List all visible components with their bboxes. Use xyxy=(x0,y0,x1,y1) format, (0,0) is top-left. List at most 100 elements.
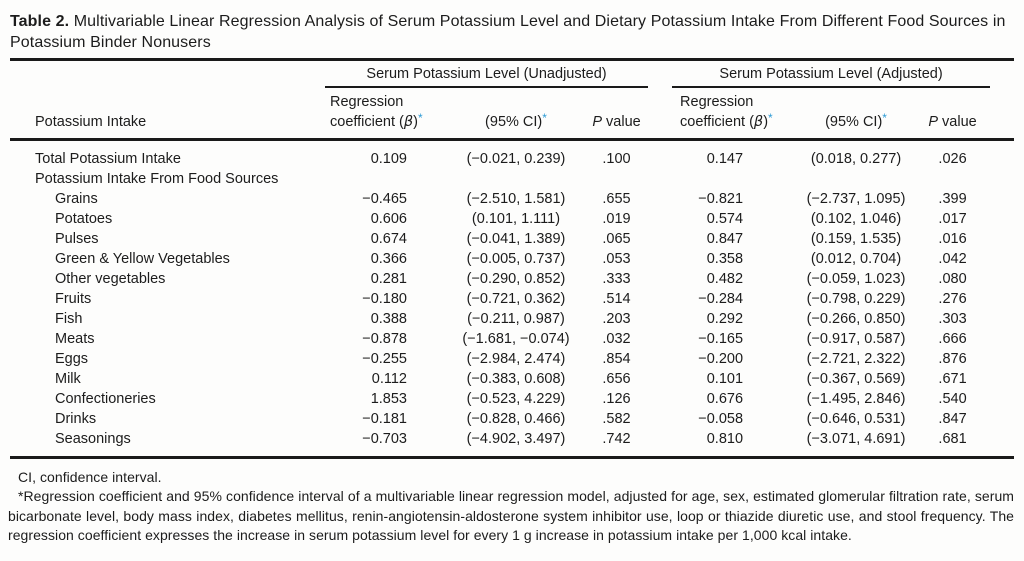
adjusted-beta: −0.165 xyxy=(698,330,744,347)
unadjusted-ci: (0.101, 1.111) xyxy=(471,210,561,227)
unadjusted-beta: 0.606 xyxy=(370,210,407,227)
footnote-marker: * xyxy=(768,110,773,125)
adjusted-ci: (−0.059, 1.023) xyxy=(806,270,906,287)
unadjusted-pvalue: .854 xyxy=(602,350,631,367)
column-headers-row: Potassium Intake Regression coefficient (… xyxy=(10,86,1015,141)
spacer-cell xyxy=(10,59,325,87)
adjusted-pvalue: .080 xyxy=(938,270,967,287)
adjusted-pvalue: .276 xyxy=(938,290,967,307)
spacer-cell xyxy=(648,229,672,249)
adjusted-pvalue: .016 xyxy=(938,230,967,247)
adjusted-pvalue: .666 xyxy=(938,330,967,347)
adjusted-ci: (−0.367, 0.569) xyxy=(806,370,906,387)
unadjusted-ci: (−0.005, 0.737) xyxy=(466,250,566,267)
unadjusted-pvalue: .655 xyxy=(602,190,631,207)
spacer-cell xyxy=(990,409,1014,429)
unadjusted-beta: −0.180 xyxy=(362,290,407,307)
spacer-cell xyxy=(990,369,1014,389)
adjusted-pvalue: .671 xyxy=(938,370,967,387)
adjusted-beta: 0.147 xyxy=(706,150,744,167)
spacer-cell xyxy=(990,289,1014,309)
spacer-cell xyxy=(648,209,672,229)
spacer-cell xyxy=(990,86,1015,141)
row-label: Pulses xyxy=(55,230,99,247)
row-label: Total Potassium Intake xyxy=(35,150,181,167)
adjusted-beta: 0.810 xyxy=(672,428,798,459)
unadjusted-beta: −0.181 xyxy=(362,410,407,427)
row-label: Grains xyxy=(55,190,98,207)
spacer-cell xyxy=(990,329,1014,349)
spacer-cell xyxy=(990,249,1014,269)
unadjusted-beta: −0.703 xyxy=(325,428,447,459)
adjusted-ci: (−2.721, 2.322) xyxy=(806,350,906,367)
unadjusted-ci: (−0.721, 0.362) xyxy=(466,290,566,307)
col-header-potassium-intake: Potassium Intake xyxy=(10,86,325,141)
spacer-cell xyxy=(990,59,1014,87)
unadjusted-beta: 0.366 xyxy=(370,250,407,267)
adjusted-beta: 0.574 xyxy=(706,210,744,227)
unadjusted-ci: (−1.681, −0.074) xyxy=(462,330,570,347)
adjusted-ci: (−3.071, 4.691) xyxy=(797,428,916,459)
row-label: Eggs xyxy=(55,350,89,367)
adjusted-beta: 0.101 xyxy=(706,370,744,387)
table-row-fruits: Fruits −0.180 (−0.721, 0.362) .514 −0.28… xyxy=(10,289,1014,309)
footnote-text: Regression coefficient and 95% confidenc… xyxy=(8,488,1014,544)
group-header-unadjusted: Serum Potassium Level (Unadjusted) xyxy=(325,59,649,88)
adjusted-ci: (0.159, 1.535) xyxy=(810,230,902,247)
table-row-confectioneries: Confectioneries 1.853 (−0.523, 4.229) .1… xyxy=(10,389,1014,409)
table-caption: Multivariable Linear Regression Analysis… xyxy=(10,13,1006,52)
footnote-star: * xyxy=(18,488,24,505)
unadjusted-pvalue: .333 xyxy=(602,270,631,287)
unadjusted-beta: −0.465 xyxy=(362,190,407,207)
spacer-cell xyxy=(648,329,672,349)
adjusted-ci: (−1.495, 2.846) xyxy=(806,390,906,407)
unadjusted-beta: 0.112 xyxy=(371,370,407,387)
adjusted-ci: (−0.917, 0.587) xyxy=(806,330,906,347)
spacer-cell xyxy=(648,59,672,87)
unadjusted-beta: −0.255 xyxy=(362,350,407,367)
adjusted-pvalue: .042 xyxy=(938,250,967,267)
adjusted-ci: (0.018, 0.277) xyxy=(810,150,902,167)
adjusted-pvalue: .681 xyxy=(915,428,991,459)
unadjusted-pvalue: .742 xyxy=(585,428,649,459)
unadjusted-beta: 1.853 xyxy=(370,390,407,407)
adjusted-pvalue: .303 xyxy=(938,310,967,327)
spacer-cell xyxy=(990,269,1014,289)
spacer-cell xyxy=(648,428,673,459)
adjusted-pvalue: .399 xyxy=(938,190,967,207)
unadjusted-ci: (−0.021, 0.239) xyxy=(466,150,566,167)
col-header-pvalue-unadjusted: P value xyxy=(585,86,649,141)
unadjusted-pvalue: .203 xyxy=(602,310,631,327)
unadjusted-beta: 0.388 xyxy=(370,310,407,327)
unadjusted-ci: (−0.211, 0.987) xyxy=(467,310,565,327)
unadjusted-ci: (−4.902, 3.497) xyxy=(447,428,585,459)
adjusted-beta: −0.058 xyxy=(698,410,744,427)
adjusted-ci: (−0.266, 0.850) xyxy=(806,310,906,327)
row-label: Fish xyxy=(55,310,83,327)
abbreviation-note: CI, confidence interval. xyxy=(18,468,162,485)
table-row-meats: Meats −0.878 (−1.681, −0.074) .032 −0.16… xyxy=(10,329,1014,349)
unadjusted-ci: (−0.290, 0.852) xyxy=(466,270,566,287)
adjusted-beta: −0.284 xyxy=(698,290,744,307)
adjusted-pvalue: .026 xyxy=(938,150,967,167)
adjusted-beta: 0.358 xyxy=(706,250,744,267)
row-label: Milk xyxy=(55,370,81,387)
adjusted-beta: 0.292 xyxy=(706,310,744,327)
group-header-adjusted: Serum Potassium Level (Adjusted) xyxy=(672,59,991,88)
unadjusted-pvalue: .019 xyxy=(602,210,631,227)
beta-symbol: β xyxy=(753,113,764,130)
table-footnotes: CI, confidence interval. *Regression coe… xyxy=(8,468,1014,546)
unadjusted-ci: (−0.041, 1.389) xyxy=(466,230,566,247)
table-number: Table 2. xyxy=(10,13,70,30)
unadjusted-pvalue: .065 xyxy=(602,230,631,247)
row-label: Confectioneries xyxy=(55,390,156,407)
adjusted-beta: −0.200 xyxy=(698,350,744,367)
table-row-pulses: Pulses 0.674 (−0.041, 1.389) .065 0.847 … xyxy=(10,229,1014,249)
adjusted-beta: −0.821 xyxy=(698,190,744,207)
spacer-cell xyxy=(990,428,1015,459)
row-label: Potatoes xyxy=(55,210,113,227)
unadjusted-ci: (−2.510, 1.581) xyxy=(466,190,566,207)
spacer-cell xyxy=(648,249,672,269)
adjusted-beta: 0.482 xyxy=(706,270,744,287)
table-row-green-yellow-vegetables: Green & Yellow Vegetables 0.366 (−0.005,… xyxy=(10,249,1014,269)
